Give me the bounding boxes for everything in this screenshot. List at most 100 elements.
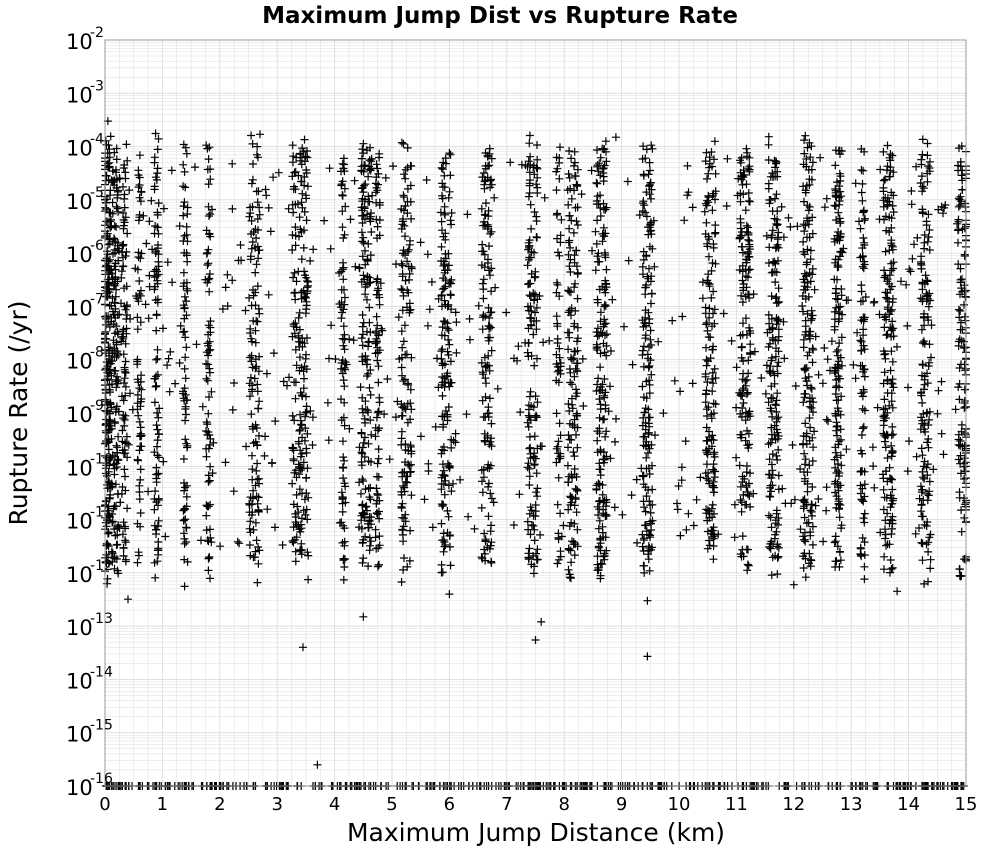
data-point: [738, 298, 747, 307]
data-point: [809, 443, 818, 452]
data-point: [444, 335, 453, 344]
data-point: [571, 484, 580, 493]
data-point: [487, 264, 496, 273]
data-point: [913, 233, 922, 242]
data-point: [598, 481, 607, 489]
data-point: [805, 202, 814, 211]
data-point: [304, 575, 313, 584]
data-point: [251, 268, 260, 277]
data-point: [182, 492, 191, 501]
data-point: [361, 290, 370, 299]
data-point: [254, 559, 263, 568]
data-point: [376, 279, 385, 288]
data-point: [532, 488, 541, 497]
data-point: [710, 364, 719, 373]
data-point: [294, 171, 303, 180]
data-point: [600, 375, 609, 383]
data-point: [113, 540, 122, 549]
data-point: [858, 196, 867, 205]
data-point: [358, 501, 367, 510]
data-point: [834, 467, 842, 476]
data-point: [888, 245, 897, 254]
data-point: [703, 412, 711, 420]
data-point: [123, 229, 132, 238]
data-point: [110, 148, 119, 157]
data-point: [486, 437, 495, 446]
data-point: [711, 228, 720, 237]
data-point: [340, 524, 349, 533]
data-point: [956, 275, 965, 284]
data-point: [486, 183, 495, 192]
data-point: [126, 314, 135, 323]
data-point: [109, 281, 118, 290]
data-point: [372, 277, 381, 286]
data-point: [483, 152, 492, 161]
data-point: [796, 465, 805, 473]
data-point: [298, 203, 307, 212]
data-point: [120, 465, 129, 474]
data-point: [564, 443, 572, 452]
data-point: [523, 517, 532, 526]
data-point: [860, 509, 869, 518]
data-point: [113, 186, 122, 195]
data-point: [739, 399, 748, 407]
data-point: [405, 461, 414, 470]
data-point: [917, 388, 926, 397]
data-point: [446, 357, 455, 366]
data-point: [591, 227, 600, 236]
data-point: [917, 172, 926, 181]
data-point: [835, 236, 844, 245]
data-point: [799, 275, 808, 284]
data-point: [391, 413, 400, 422]
data-point: [303, 548, 312, 557]
data-point: [554, 437, 563, 446]
data-point: [553, 234, 562, 243]
data-point: [880, 411, 889, 420]
x-tick-label: 2: [214, 794, 225, 815]
data-point: [730, 533, 739, 542]
outlier-point: [531, 636, 540, 644]
data-point: [750, 347, 759, 356]
data-point: [119, 164, 128, 172]
data-point: [565, 173, 574, 182]
data-point: [737, 153, 746, 162]
data-point: [133, 558, 142, 567]
data-point: [204, 330, 213, 339]
data-point: [296, 388, 305, 397]
data-point: [676, 387, 685, 396]
data-point: [744, 189, 753, 197]
data-point: [150, 273, 159, 282]
data-point: [120, 421, 129, 430]
data-point: [645, 362, 654, 370]
y-tick: 10-9: [66, 398, 104, 427]
data-point: [361, 246, 369, 255]
y-tick: 10-11: [66, 505, 113, 534]
data-point: [372, 160, 381, 169]
data-point: [248, 475, 257, 484]
data-point: [102, 334, 111, 343]
data-point: [401, 517, 410, 526]
data-point: [772, 344, 780, 353]
data-point: [106, 388, 114, 397]
data-point: [395, 355, 404, 363]
data-point: [288, 444, 297, 453]
data-point: [588, 246, 596, 255]
data-point: [180, 364, 189, 373]
data-point: [120, 190, 129, 199]
data-point: [837, 461, 846, 470]
data-point: [887, 499, 896, 508]
data-point: [119, 253, 127, 262]
data-point: [478, 396, 487, 405]
data-point: [924, 162, 933, 171]
y-tick-base: 10: [66, 723, 93, 747]
data-point: [922, 221, 931, 230]
data-point: [830, 237, 839, 246]
data-point: [885, 463, 894, 472]
data-point: [888, 422, 897, 431]
data-point: [598, 380, 607, 389]
data-point: [105, 270, 113, 279]
data-point: [289, 538, 298, 547]
data-point: [835, 339, 844, 348]
data-point: [564, 478, 573, 487]
data-point: [151, 382, 160, 391]
